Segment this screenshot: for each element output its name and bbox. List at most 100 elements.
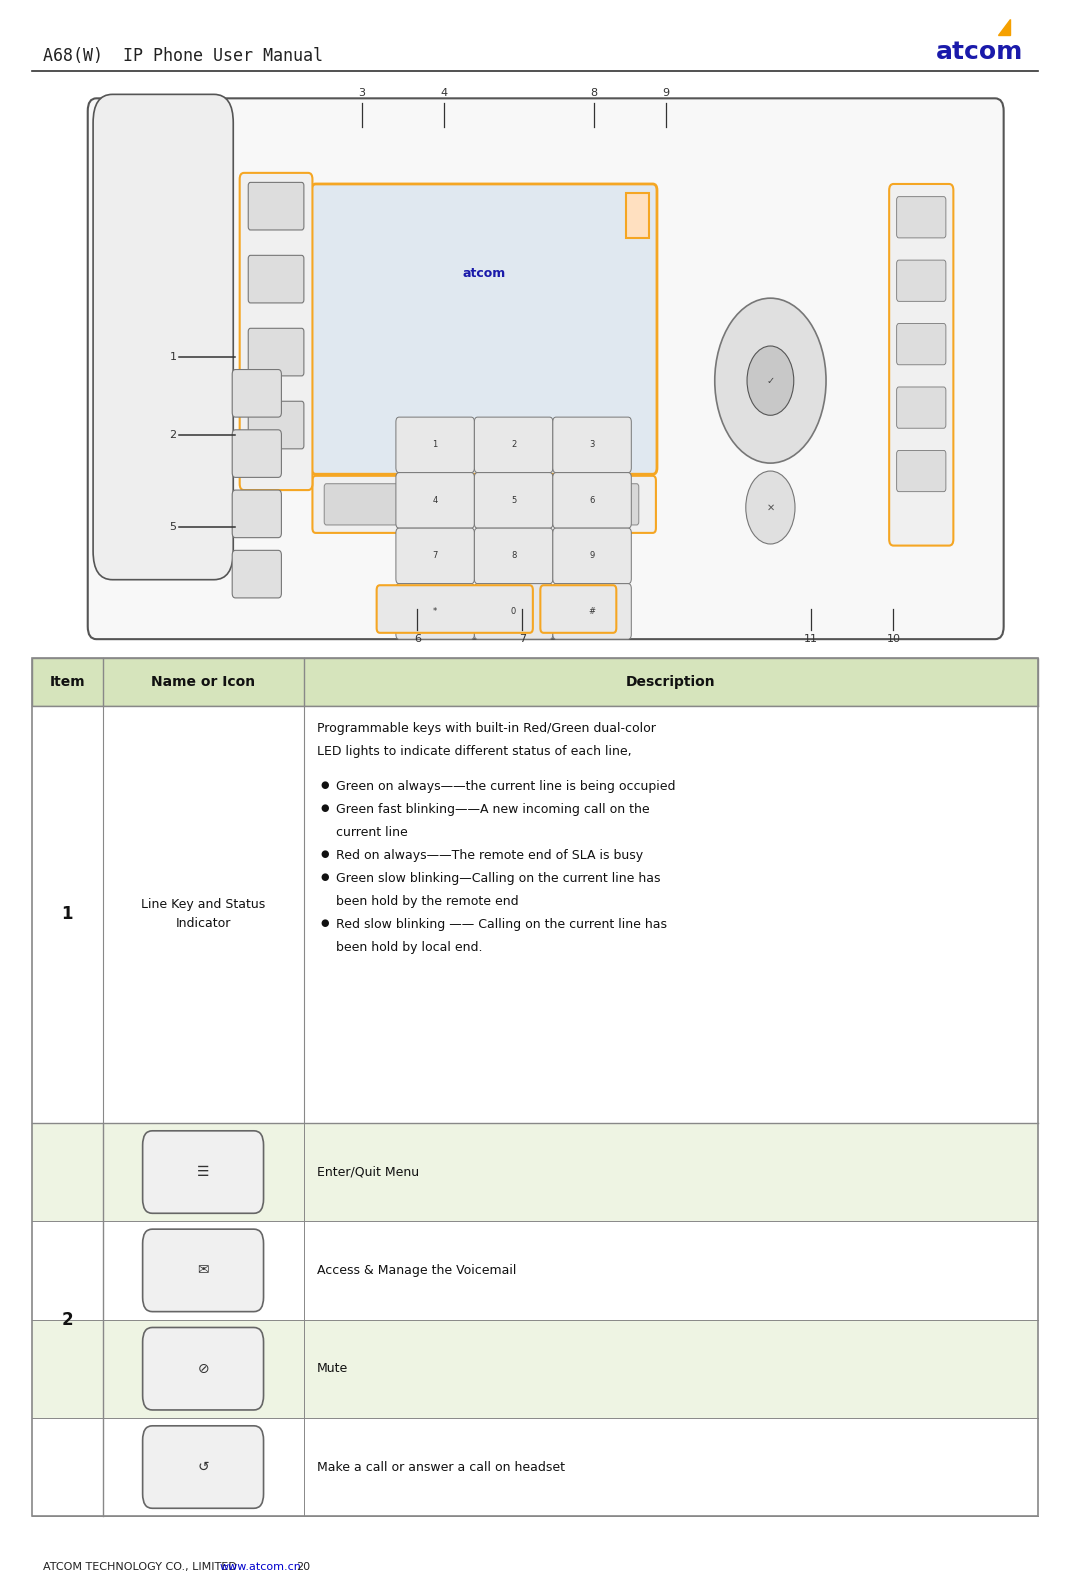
Text: 1: 1 (432, 441, 438, 449)
Bar (32, 706, 1038, 1123)
FancyBboxPatch shape (377, 585, 533, 633)
Text: 6: 6 (590, 496, 595, 504)
Text: atcom: atcom (935, 40, 1023, 65)
Text: 1: 1 (169, 352, 177, 362)
Text: Make a call or answer a call on headset: Make a call or answer a call on headset (317, 1461, 565, 1473)
Text: 0: 0 (511, 607, 516, 615)
FancyBboxPatch shape (240, 173, 312, 490)
FancyBboxPatch shape (474, 528, 553, 584)
Text: Red on always——The remote end of SLA is busy: Red on always——The remote end of SLA is … (336, 850, 643, 863)
FancyBboxPatch shape (142, 1426, 263, 1508)
Text: 8: 8 (591, 89, 597, 98)
Text: 3: 3 (590, 441, 595, 449)
Text: ☰: ☰ (197, 1166, 210, 1178)
FancyBboxPatch shape (142, 1229, 263, 1312)
FancyBboxPatch shape (429, 484, 534, 525)
Text: ●: ● (321, 780, 330, 790)
Text: 4: 4 (441, 89, 447, 98)
Bar (32, 1123, 1038, 1221)
Text: Item: Item (49, 676, 86, 688)
Text: 4: 4 (432, 496, 438, 504)
Text: 9: 9 (590, 552, 595, 560)
FancyBboxPatch shape (232, 550, 281, 598)
Text: www.atcom.cn: www.atcom.cn (219, 1562, 302, 1572)
Text: 2: 2 (169, 430, 177, 439)
Text: ⊘: ⊘ (197, 1362, 209, 1375)
Text: 6: 6 (414, 634, 421, 644)
Circle shape (746, 471, 795, 544)
FancyBboxPatch shape (396, 584, 474, 639)
Text: ↺: ↺ (197, 1461, 209, 1473)
Text: ✓: ✓ (766, 376, 775, 385)
Bar (626, 193, 649, 238)
Circle shape (747, 346, 794, 416)
Text: ●: ● (321, 803, 330, 814)
FancyBboxPatch shape (93, 95, 233, 580)
Bar (32, 658, 1038, 706)
FancyBboxPatch shape (474, 473, 553, 528)
FancyBboxPatch shape (553, 528, 631, 584)
Text: 2: 2 (511, 441, 516, 449)
FancyBboxPatch shape (474, 417, 553, 473)
FancyBboxPatch shape (535, 484, 639, 525)
FancyBboxPatch shape (897, 260, 946, 301)
FancyBboxPatch shape (248, 182, 304, 230)
Text: atcom: atcom (462, 266, 506, 281)
Text: Programmable keys with built-in Red/Green dual-color: Programmable keys with built-in Red/Gree… (317, 722, 656, 734)
Text: 5: 5 (169, 522, 177, 531)
FancyBboxPatch shape (311, 184, 657, 474)
Text: Enter/Quit Menu: Enter/Quit Menu (317, 1166, 418, 1178)
Text: LED lights to indicate different status of each line,: LED lights to indicate different status … (317, 745, 631, 758)
Text: Green slow blinking—Calling on the current line has: Green slow blinking—Calling on the curre… (336, 872, 660, 885)
FancyBboxPatch shape (474, 584, 553, 639)
Text: Access & Manage the Voicemail: Access & Manage the Voicemail (317, 1264, 516, 1277)
FancyBboxPatch shape (232, 430, 281, 477)
FancyBboxPatch shape (396, 528, 474, 584)
Bar (32, 1320, 1038, 1418)
Bar (32, 658, 1038, 1516)
Text: ●: ● (321, 872, 330, 882)
Text: *: * (433, 607, 438, 615)
FancyBboxPatch shape (248, 328, 304, 376)
FancyBboxPatch shape (248, 401, 304, 449)
FancyBboxPatch shape (897, 324, 946, 365)
Text: Mute: Mute (317, 1362, 348, 1375)
Text: Description: Description (626, 676, 716, 688)
Text: ✉: ✉ (197, 1264, 209, 1277)
FancyBboxPatch shape (553, 473, 631, 528)
Text: 3: 3 (358, 89, 365, 98)
Text: current line: current line (336, 826, 408, 839)
Text: A68(W)  IP Phone User Manual: A68(W) IP Phone User Manual (43, 46, 323, 65)
FancyBboxPatch shape (248, 255, 304, 303)
Text: 8: 8 (510, 552, 517, 560)
Circle shape (715, 298, 826, 463)
FancyBboxPatch shape (396, 417, 474, 473)
FancyBboxPatch shape (897, 197, 946, 238)
FancyBboxPatch shape (897, 450, 946, 492)
FancyBboxPatch shape (88, 98, 1004, 639)
Text: 10: 10 (886, 634, 901, 644)
Text: been hold by local end.: been hold by local end. (336, 942, 483, 955)
FancyBboxPatch shape (889, 184, 953, 546)
Text: 2: 2 (61, 1310, 73, 1329)
Text: Green fast blinking——A new incoming call on the: Green fast blinking——A new incoming call… (336, 803, 649, 817)
Polygon shape (998, 19, 1010, 35)
Text: 5: 5 (511, 496, 516, 504)
FancyBboxPatch shape (324, 484, 428, 525)
Text: 9: 9 (662, 89, 669, 98)
FancyBboxPatch shape (897, 387, 946, 428)
Text: #: # (588, 607, 596, 615)
FancyBboxPatch shape (142, 1131, 263, 1213)
FancyBboxPatch shape (540, 585, 616, 633)
Text: Name or Icon: Name or Icon (151, 676, 255, 688)
FancyBboxPatch shape (312, 476, 656, 533)
Text: 20: 20 (296, 1562, 310, 1572)
FancyBboxPatch shape (553, 417, 631, 473)
Text: ATCOM TECHNOLOGY CO., LIMITED: ATCOM TECHNOLOGY CO., LIMITED (43, 1562, 240, 1572)
Text: Line Key and Status
Indicator: Line Key and Status Indicator (141, 898, 265, 931)
FancyBboxPatch shape (396, 473, 474, 528)
Text: been hold by the remote end: been hold by the remote end (336, 896, 518, 909)
FancyBboxPatch shape (553, 584, 631, 639)
Text: ●: ● (321, 918, 330, 928)
Text: 7: 7 (432, 552, 438, 560)
